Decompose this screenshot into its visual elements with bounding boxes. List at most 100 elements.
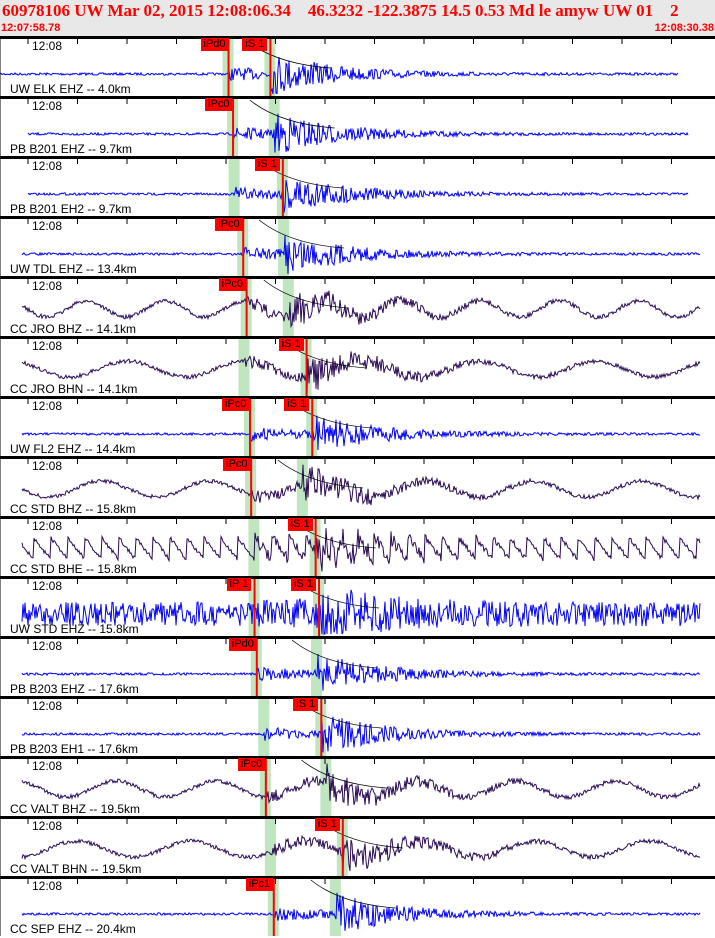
trace-row[interactable]: 12:08 CC JRO BHZ -- 14.1km iPc0 (0, 276, 715, 336)
trace-divider (0, 636, 715, 639)
waveform-canvas (0, 276, 715, 336)
s-window (329, 876, 341, 936)
phase-pick-label[interactable]: iS 1 (314, 818, 340, 831)
trace-row[interactable]: 12:08 UW STD EHZ -- 15.8km iP 1 iS 1 (0, 576, 715, 636)
phase-pick-label[interactable]: iS 1 (291, 578, 316, 591)
station-label: UW TDL EHZ -- 13.4km (10, 262, 137, 276)
waveform-canvas (0, 636, 715, 696)
phase-pick-label[interactable]: iPc1 (245, 878, 274, 891)
time-label: 12:08 (32, 879, 63, 893)
trace-row[interactable]: 12:08 UW ELK EHZ -- 4.0km iPd0 iS 1 (0, 36, 715, 96)
waveform-canvas (0, 876, 715, 936)
waveform (21, 351, 701, 395)
station-label: CC JRO BHN -- 14.1km (10, 382, 138, 396)
time-label: 12:08 (32, 759, 63, 773)
coda-curve (291, 639, 378, 669)
time-label: 12:08 (32, 99, 63, 113)
phase-pick-label[interactable]: iS 1 (287, 518, 313, 531)
s-window (296, 456, 308, 516)
s-window (278, 216, 290, 276)
waveform-canvas (0, 456, 715, 516)
waveform (21, 415, 701, 451)
p-window (228, 156, 240, 216)
time-label: 12:08 (32, 519, 63, 533)
trace-row[interactable]: 12:08 CC VALT BHZ -- 19.5km iPc0 (0, 756, 715, 816)
phase-pick-label[interactable]: iS 1 (278, 338, 304, 351)
station-label: CC VALT BHZ -- 19.5km (10, 802, 141, 816)
trace-divider (0, 696, 715, 699)
trace-divider (0, 336, 715, 339)
station-label: CC STD BHE -- 15.8km (10, 562, 137, 576)
phase-pick-label[interactable]: iS 1 (293, 698, 319, 711)
trace-divider (0, 876, 715, 879)
trace-divider (0, 276, 715, 279)
time-label: 12:08 (32, 39, 63, 53)
phase-pick-label[interactable]: iPc0 (222, 398, 250, 411)
trace-row[interactable]: 12:08 CC JRO BHN -- 14.1km iS 1 (0, 336, 715, 396)
trace-row[interactable]: 12:08 CC STD BHE -- 15.8km iS 1 (0, 516, 715, 576)
waveform-canvas (0, 576, 715, 636)
waveform-canvas (0, 396, 715, 456)
time-label: 12:08 (32, 639, 63, 653)
trace-row[interactable]: 12:08 PB B203 EH1 -- 17.6km iS 1 (0, 696, 715, 756)
waveform (21, 589, 701, 635)
trace-divider (0, 516, 715, 519)
s-window (320, 756, 332, 816)
trace-row[interactable]: 12:08 CC VALT BHN -- 19.5km iS 1 (0, 816, 715, 876)
station-label: CC SEP EHZ -- 20.4km (10, 922, 136, 936)
time-label: 12:08 (32, 339, 63, 353)
event-header: 60978106 UW Mar 02, 2015 12:08:06.34 46.… (0, 0, 715, 36)
phase-pick-label[interactable]: iPc0 (215, 218, 243, 231)
waveform (21, 763, 701, 806)
trace-row[interactable]: 12:08 UW TDL EHZ -- 13.4km iPc0 (0, 216, 715, 276)
p-window (248, 516, 260, 576)
seismogram-panel[interactable]: 12:08 UW ELK EHZ -- 4.0km iPd0 iS 1 12:08 PB … (0, 36, 715, 938)
waveform-canvas (0, 216, 715, 276)
window-end-time: 12:08:30.38 (654, 22, 714, 34)
trace-row[interactable]: 12:08 PB B201 EHZ -- 9.7km iPc0 (0, 96, 715, 156)
p-window (264, 816, 276, 876)
station-label: CC JRO BHZ -- 14.1km (10, 322, 137, 336)
trace-divider (0, 756, 715, 759)
trace-divider (0, 576, 715, 579)
coda-curve (310, 879, 396, 909)
station-label: UW ELK EHZ -- 4.0km (10, 82, 131, 96)
station-label: PB B201 EHZ -- 9.7km (10, 142, 133, 156)
trace-row[interactable]: 12:08 PB B203 EHZ -- 17.6km iPd0 (0, 636, 715, 696)
phase-pick-label[interactable]: iPc0 (218, 278, 247, 291)
waveform-canvas (0, 96, 715, 156)
phase-pick-label[interactable]: iPc0 (237, 758, 266, 771)
phase-pick-label[interactable]: iS 1 (284, 398, 310, 411)
trace-divider (0, 396, 715, 399)
time-label: 12:08 (32, 459, 63, 473)
waveform (21, 290, 701, 329)
phase-pick-label[interactable]: iS 1 (254, 158, 280, 171)
phase-pick-label[interactable]: iPc0 (223, 458, 251, 471)
trace-row[interactable]: 12:08 CC STD BHZ -- 15.8km iPc0 (0, 456, 715, 516)
coda-curve (258, 219, 345, 249)
phase-pick-label[interactable]: iP 1 (226, 578, 252, 591)
waveform (21, 716, 701, 753)
waveform (21, 892, 701, 931)
waveform (27, 180, 689, 213)
waveform-canvas (0, 36, 715, 96)
waveform-canvas (0, 816, 715, 876)
time-label: 12:08 (32, 279, 63, 293)
station-label: PB B201 EH2 -- 9.7km (10, 202, 132, 216)
phase-pick-label[interactable]: iPd0 (200, 38, 229, 51)
phase-pick-label[interactable]: iPd0 (228, 638, 257, 651)
waveform-canvas (0, 336, 715, 396)
waveform (21, 464, 701, 506)
phase-pick-label[interactable]: iPc0 (205, 98, 233, 111)
time-label: 12:08 (32, 219, 63, 233)
station-label: CC VALT BHN -- 19.5km (10, 862, 142, 876)
coda-curve (301, 759, 387, 789)
waveform (21, 528, 701, 572)
time-label: 12:08 (32, 579, 63, 593)
trace-row[interactable]: 12:08 CC SEP EHZ -- 20.4km iPc1 (0, 876, 715, 936)
trace-row[interactable]: 12:08 PB B201 EH2 -- 9.7km iS 1 (0, 156, 715, 216)
trace-row[interactable]: 12:08 UW FL2 EHZ -- 14.4km iPc0 iS 1 (0, 396, 715, 456)
time-label: 12:08 (32, 819, 63, 833)
phase-pick-label[interactable]: iS 1 (242, 38, 268, 51)
waveform (21, 235, 701, 275)
